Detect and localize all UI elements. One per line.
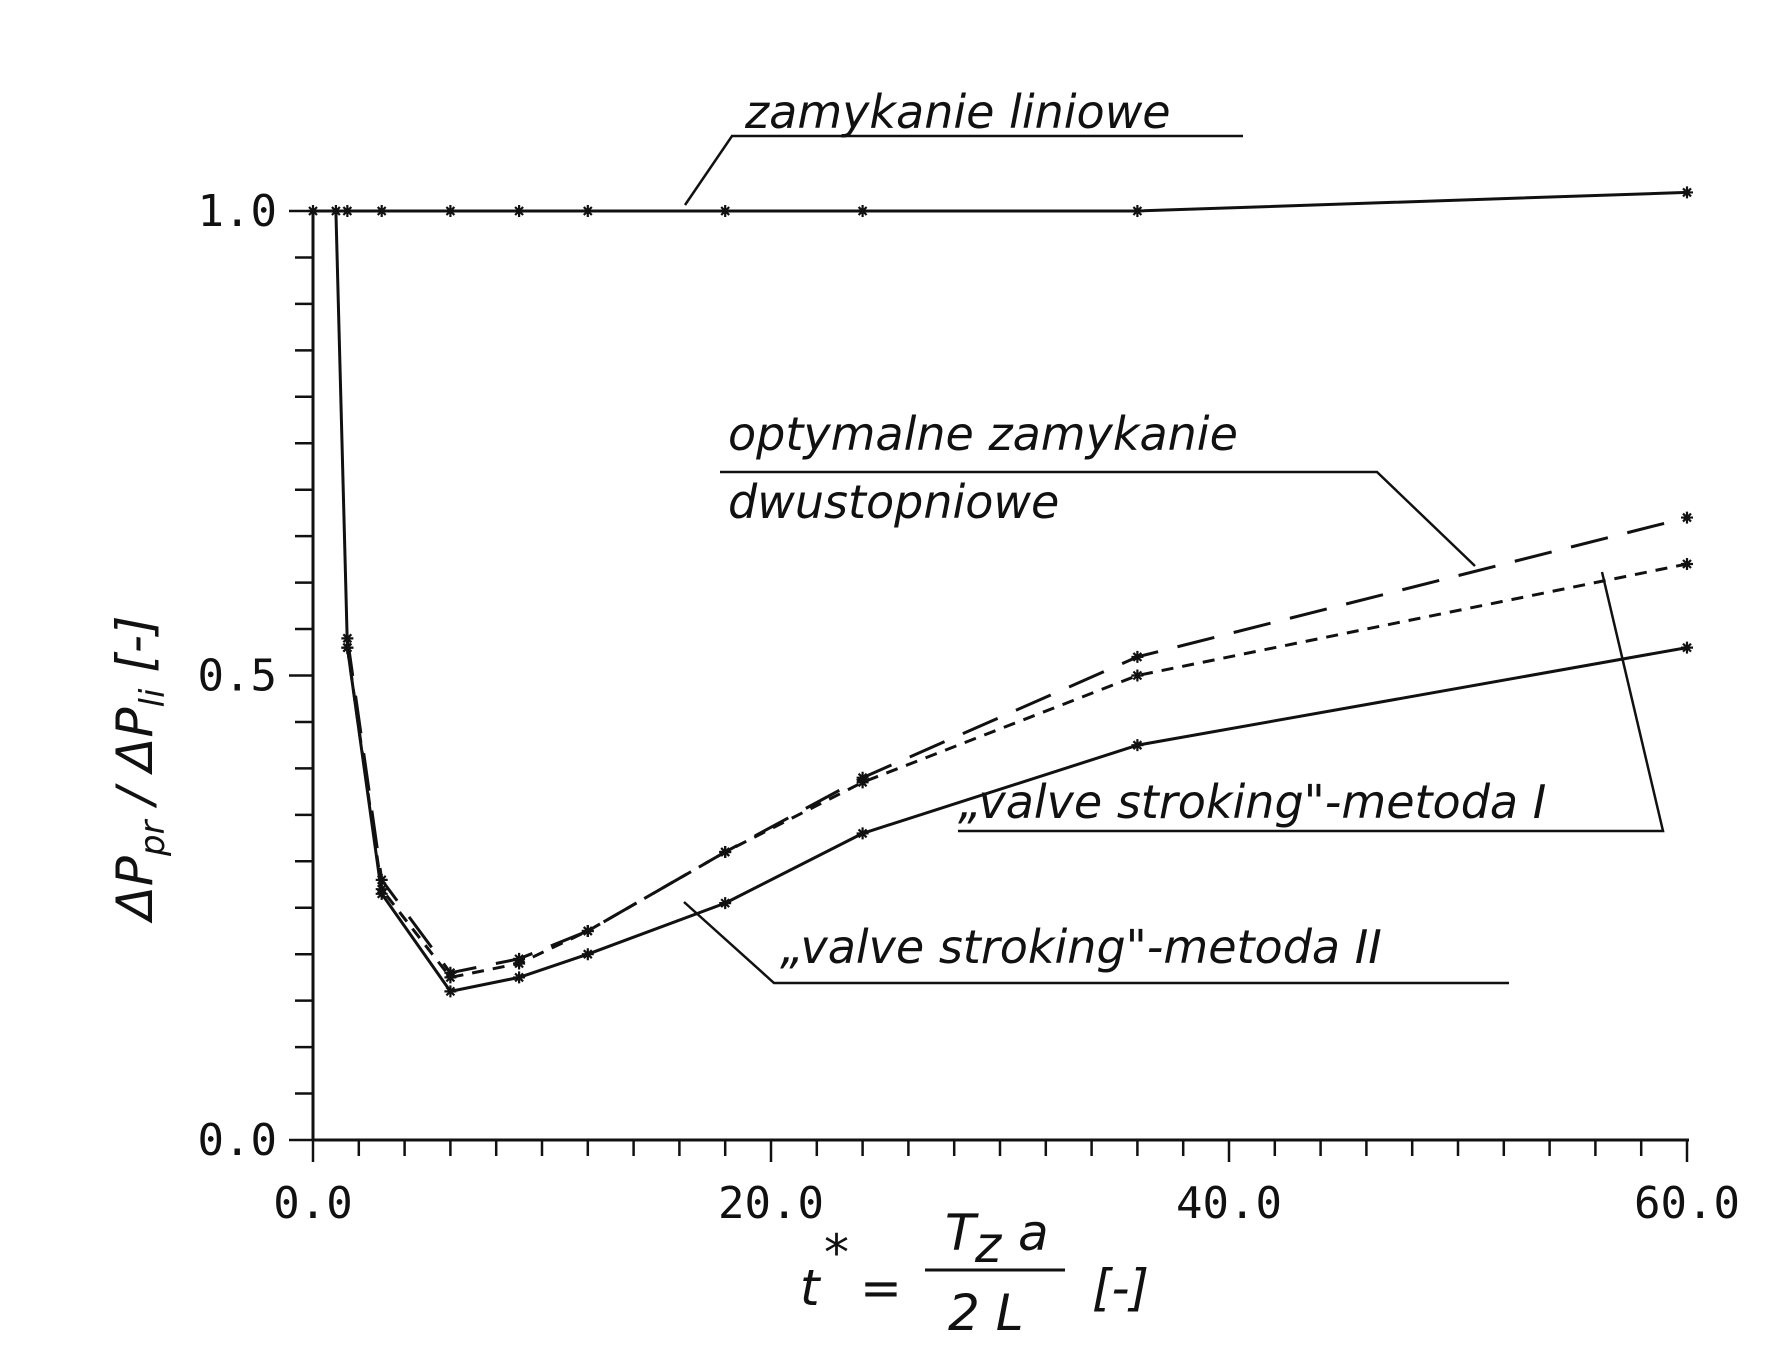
svg-text:t: t (800, 1259, 822, 1317)
x-tick-label: 20.0 (718, 1178, 824, 1229)
data-point (1681, 641, 1693, 654)
series-line (313, 190, 1688, 213)
y-tick-label: 1.0 (198, 186, 277, 237)
svg-text:z: z (974, 1216, 1003, 1274)
x-tick-label: 60.0 (1634, 1178, 1740, 1229)
data-point (1681, 511, 1693, 524)
data-point (444, 985, 457, 998)
svg-text:T: T (945, 1204, 979, 1262)
svg-text:2 L: 2 L (948, 1284, 1024, 1342)
data-point (444, 205, 457, 217)
annotation-linear: zamykanie liniowe (744, 85, 1171, 139)
data-point (329, 205, 342, 217)
data-point (513, 205, 526, 217)
data-point (375, 887, 388, 900)
data-point (719, 846, 732, 859)
data-point (581, 948, 594, 961)
data-point (444, 971, 457, 984)
data-point (341, 205, 354, 217)
svg-text:a: a (1018, 1204, 1049, 1262)
leader-optimal (720, 470, 1476, 567)
data-point (856, 827, 869, 840)
svg-text:[-]: [-] (1092, 1259, 1149, 1317)
data-point (307, 205, 319, 217)
annotation-method1: „valve stroking"-metoda I (958, 775, 1546, 829)
y-tick-label: 0.5 (198, 651, 277, 702)
y-axis-title: ΔPpr / ΔPli [-] (106, 616, 173, 925)
data-point (513, 971, 526, 984)
svg-text:*: * (824, 1224, 849, 1282)
series-1 (307, 186, 1693, 217)
data-point (513, 957, 526, 970)
annotation-optimal-line1: optymalne zamykanie (728, 407, 1238, 461)
data-point (1131, 650, 1144, 663)
y-tick-label: 0.0 (198, 1115, 277, 1166)
leader-method1 (958, 571, 1665, 833)
data-point (1681, 186, 1693, 199)
series-layer (307, 186, 1693, 998)
leader-method2 (683, 901, 1509, 985)
x-axis-title: t * = T z a 2 L [-] (800, 1204, 1149, 1342)
series-4 (329, 205, 1693, 998)
axes: 0.0 20.0 40.0 60.0 0.0 0.5 1.0 (198, 186, 1740, 1229)
series-2 (341, 511, 1693, 979)
data-point (1131, 739, 1144, 752)
data-point (341, 641, 354, 654)
data-point (856, 205, 869, 217)
x-tick-label: 40.0 (1176, 1178, 1282, 1229)
data-point (719, 205, 732, 217)
data-point (856, 776, 869, 789)
data-point (581, 924, 594, 937)
data-point (1131, 205, 1144, 217)
svg-text:=: = (860, 1259, 902, 1317)
series-line (334, 210, 1688, 993)
annotation-optimal-line2: dwustopniowe (728, 475, 1059, 529)
data-point (719, 897, 732, 910)
series-3 (341, 558, 1693, 984)
data-point (1681, 558, 1693, 571)
data-point (375, 205, 388, 217)
data-point (1131, 669, 1144, 682)
annotation-method2: „valve stroking"-metoda II (780, 920, 1382, 974)
leader-linear (683, 134, 1243, 206)
x-tick-label: 0.0 (273, 1178, 352, 1229)
data-point (581, 205, 594, 217)
series-line (345, 562, 1688, 979)
series-line (345, 516, 1688, 975)
